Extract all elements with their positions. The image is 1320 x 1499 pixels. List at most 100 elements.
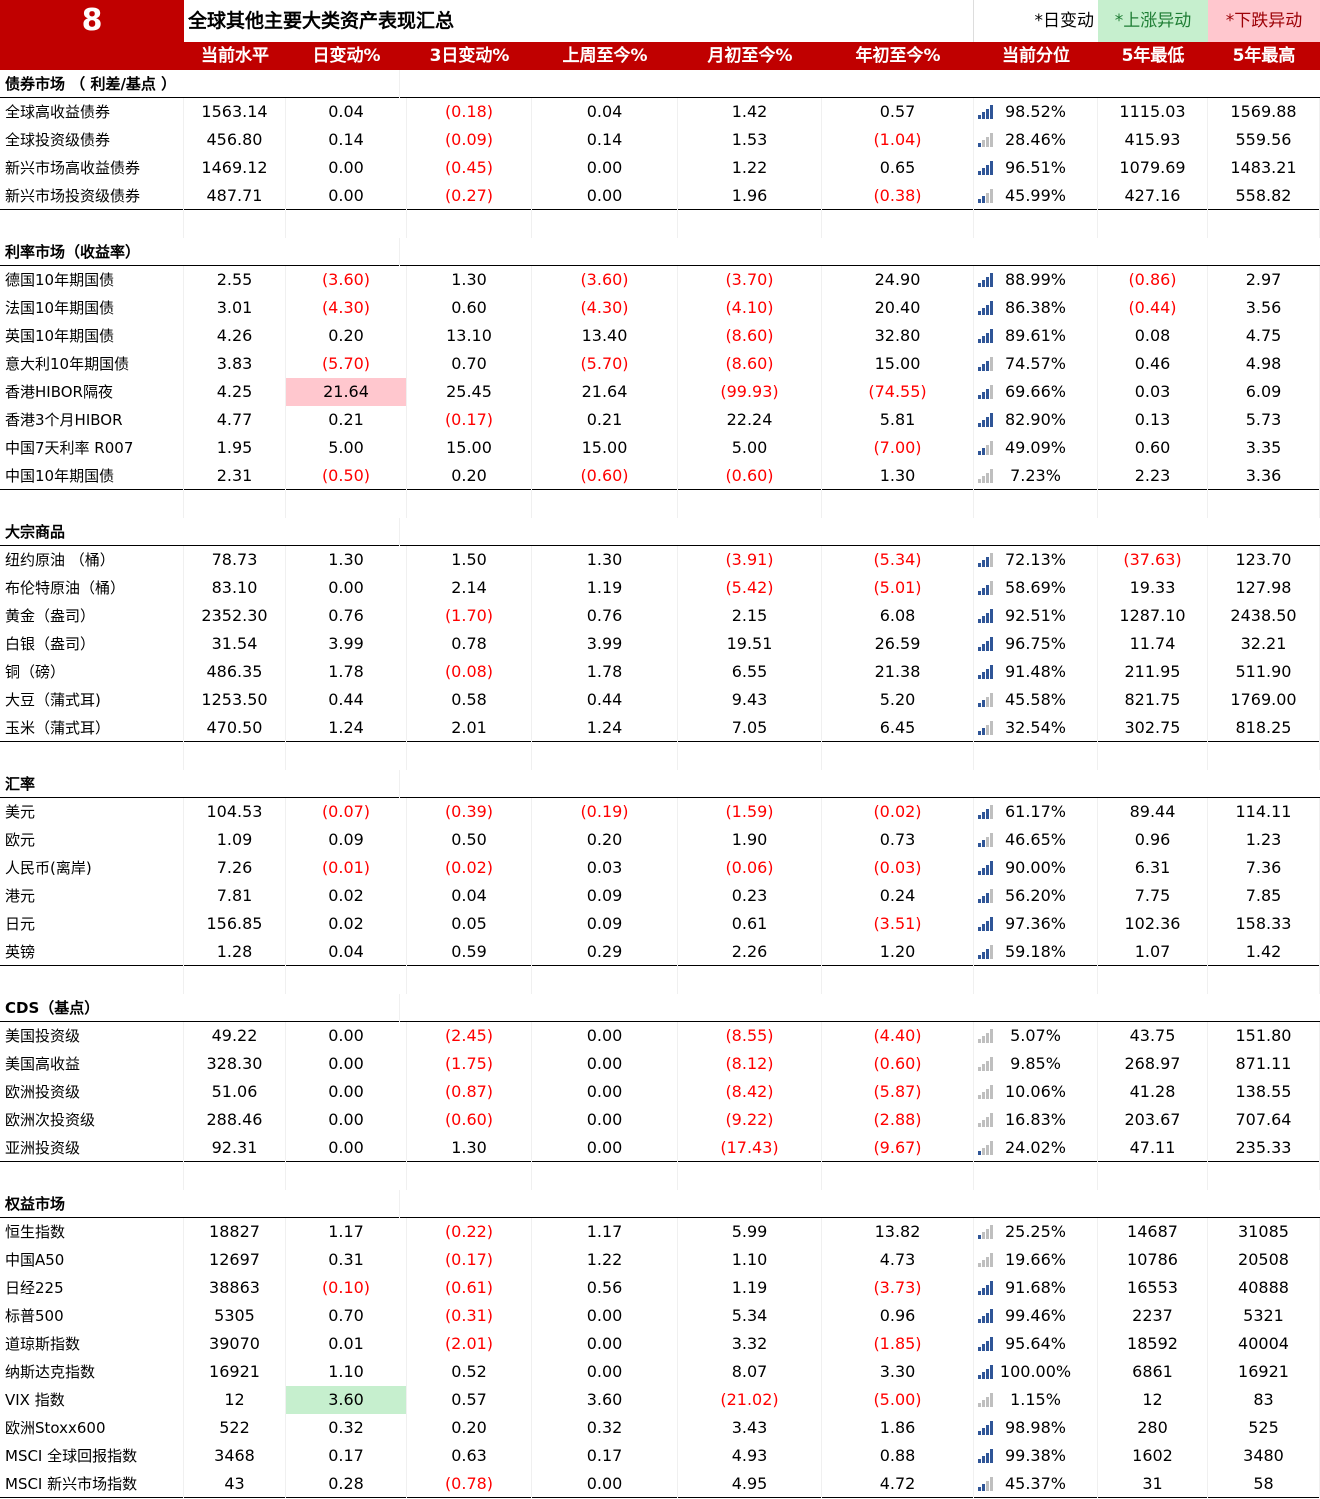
table-row: 白银（盎司） 31.54 3.99 0.78 3.99 19.51 26.59 96.75% 1… (0, 630, 1320, 658)
cell-daily: (0.07) (286, 798, 407, 826)
asset-name: 中国7天利率 R007 (0, 434, 184, 462)
cell-three-day: 0.05 (407, 910, 532, 938)
percentile-value: 99.38% (1004, 1446, 1066, 1465)
cell-ytd: (0.38) (822, 182, 974, 210)
cell-daily: 3.99 (286, 630, 407, 658)
cell-current: 3.01 (184, 294, 286, 322)
cell-five-year-low: 1.07 (1098, 938, 1208, 966)
cell-wtd: 0.00 (532, 1358, 678, 1386)
cell-five-year-low: (0.44) (1098, 294, 1208, 322)
cell-current: 1.95 (184, 434, 286, 462)
cell-current: 156.85 (184, 910, 286, 938)
cell-percentile: 25.25% (974, 1218, 1098, 1246)
cell-percentile: 28.46% (974, 126, 1098, 154)
asset-name: 人民币(离岸) (0, 854, 184, 882)
percentile-value: 16.83% (1004, 1110, 1066, 1129)
percentile-value: 25.25% (1004, 1222, 1066, 1241)
cell-current: 78.73 (184, 546, 286, 574)
cell-current: 522 (184, 1414, 286, 1442)
percentile-value: 82.90% (1004, 410, 1066, 429)
percentile-value: 1.15% (1010, 1390, 1061, 1409)
cell-five-year-low: (37.63) (1098, 546, 1208, 574)
cell-five-year-low: 2237 (1098, 1302, 1208, 1330)
cell-three-day: (0.18) (407, 98, 532, 126)
signal-bars-icon (978, 1477, 993, 1491)
cell-five-year-low: 268.97 (1098, 1050, 1208, 1078)
cell-five-year-high: 138.55 (1208, 1078, 1320, 1106)
cell-three-day: 0.52 (407, 1358, 532, 1386)
cell-five-year-low: 102.36 (1098, 910, 1208, 938)
table-row: 布伦特原油（桶） 83.10 0.00 2.14 1.19 (5.42) (5.01) 58.… (0, 574, 1320, 602)
percentile-value: 61.17% (1004, 802, 1066, 821)
asset-name: 港元 (0, 882, 184, 910)
cell-three-day: 2.01 (407, 714, 532, 742)
cell-current: 7.81 (184, 882, 286, 910)
signal-bars-icon (978, 805, 993, 819)
table-row: 欧元 1.09 0.09 0.50 0.20 1.90 0.73 46.65% 0.96 1.23 (0, 826, 1320, 854)
cell-five-year-high: 1769.00 (1208, 686, 1320, 714)
cell-mtd: (8.12) (678, 1050, 822, 1078)
cell-five-year-high: 20508 (1208, 1246, 1320, 1274)
cell-wtd: 0.09 (532, 910, 678, 938)
cell-daily: (5.70) (286, 350, 407, 378)
cell-five-year-low: 211.95 (1098, 658, 1208, 686)
cell-ytd: (1.04) (822, 126, 974, 154)
percentile-value: 24.02% (1004, 1138, 1066, 1157)
asset-name: MSCI 全球回报指数 (0, 1442, 184, 1470)
section-header: 债券市场 （ 利差/基点 ） (0, 70, 1320, 98)
asset-name: 日元 (0, 910, 184, 938)
cell-percentile: 99.46% (974, 1302, 1098, 1330)
cell-ytd: (74.55) (822, 378, 974, 406)
cell-percentile: 99.38% (974, 1442, 1098, 1470)
asset-name: 德国10年期国债 (0, 266, 184, 294)
section-title: 汇率 (0, 770, 400, 798)
signal-bars-icon (978, 1253, 993, 1267)
signal-bars-icon (978, 581, 993, 595)
signal-bars-icon (978, 1449, 993, 1463)
cell-ytd: 0.73 (822, 826, 974, 854)
cell-three-day: 25.45 (407, 378, 532, 406)
cell-five-year-high: 31085 (1208, 1218, 1320, 1246)
signal-bars-icon (978, 301, 993, 315)
percentile-value: 98.98% (1004, 1418, 1066, 1437)
cell-daily: 0.09 (286, 826, 407, 854)
cell-mtd: 9.43 (678, 686, 822, 714)
cell-three-day: 0.70 (407, 350, 532, 378)
signal-bars-icon (978, 133, 993, 147)
cell-mtd: 4.95 (678, 1470, 822, 1498)
cell-three-day: (0.08) (407, 658, 532, 686)
cell-three-day: (0.27) (407, 182, 532, 210)
cell-three-day: (0.02) (407, 854, 532, 882)
asset-name: 标普500 (0, 1302, 184, 1330)
cell-wtd: 15.00 (532, 434, 678, 462)
cell-three-day: 0.50 (407, 826, 532, 854)
cell-wtd: 3.60 (532, 1386, 678, 1414)
cell-daily: (3.60) (286, 266, 407, 294)
signal-bars-icon (978, 469, 993, 483)
legend-daily: *日变动 (1034, 11, 1095, 31)
table-row: 全球投资级债券 456.80 0.14 (0.09) 0.14 1.53 (1.04) 28.… (0, 126, 1320, 154)
cell-wtd: 21.64 (532, 378, 678, 406)
table-row: 全球高收益债券 1563.14 0.04 (0.18) 0.04 1.42 0.57 98.5… (0, 98, 1320, 126)
section-title: 大宗商品 (0, 518, 400, 546)
cell-percentile: 98.52% (974, 98, 1098, 126)
asset-name: 全球投资级债券 (0, 126, 184, 154)
cell-percentile: 96.75% (974, 630, 1098, 658)
cell-daily: 21.64 (286, 378, 407, 406)
column-header-five-year-low: 5年最低 (1121, 46, 1185, 66)
percentile-value: 45.37% (1004, 1474, 1066, 1493)
cell-three-day: 1.50 (407, 546, 532, 574)
asset-name: 纳斯达克指数 (0, 1358, 184, 1386)
table-row: 美国投资级 49.22 0.00 (2.45) 0.00 (8.55) (4.40) 5.07… (0, 1022, 1320, 1050)
table-row: MSCI 全球回报指数 3468 0.17 0.63 0.17 4.93 0.88 99.38… (0, 1442, 1320, 1470)
table-row: 玉米（蒲式耳） 470.50 1.24 2.01 1.24 7.05 6.45 32.54% 3… (0, 714, 1320, 742)
signal-bars-icon (978, 889, 993, 903)
cell-percentile: 72.13% (974, 546, 1098, 574)
cell-five-year-low: 415.93 (1098, 126, 1208, 154)
cell-ytd: (3.51) (822, 910, 974, 938)
cell-five-year-high: 7.36 (1208, 854, 1320, 882)
table-row: 大豆（蒲式耳) 1253.50 0.44 0.58 0.44 9.43 5.20 45.58%… (0, 686, 1320, 714)
cell-percentile: 82.90% (974, 406, 1098, 434)
cell-wtd: 1.78 (532, 658, 678, 686)
cell-ytd: (3.73) (822, 1274, 974, 1302)
